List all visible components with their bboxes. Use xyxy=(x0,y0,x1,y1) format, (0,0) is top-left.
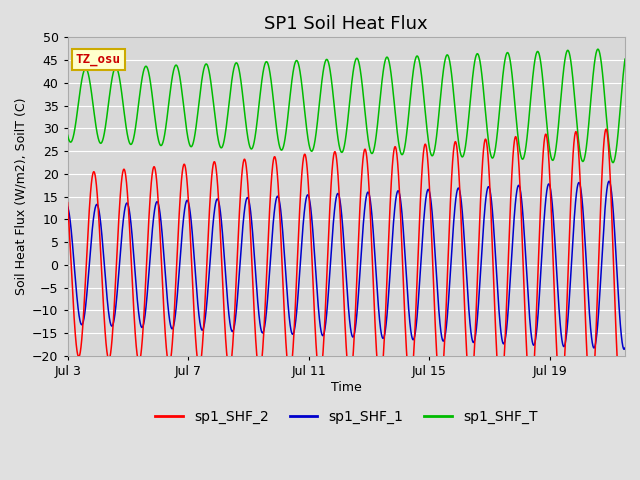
sp1_SHF_T xyxy=(92,121,99,127)
sp1_SHF_1 xyxy=(605,179,613,184)
sp1_SHF_2 xyxy=(477,192,484,197)
sp1_SHF_T xyxy=(266,67,273,72)
sp1_SHF_T xyxy=(418,74,426,80)
Line: sp1_SHF_2: sp1_SHF_2 xyxy=(68,129,625,402)
sp1_SHF_1 xyxy=(266,272,273,277)
sp1_SHF_T xyxy=(64,132,72,138)
sp1_SHF_1 xyxy=(418,246,426,252)
Title: SP1 Soil Heat Flux: SP1 Soil Heat Flux xyxy=(264,15,428,33)
sp1_SHF_1 xyxy=(92,204,99,209)
sp1_SHF_2 xyxy=(418,172,426,178)
sp1_SHF_1 xyxy=(620,347,628,352)
Text: TZ_osu: TZ_osu xyxy=(76,53,121,66)
X-axis label: Time: Time xyxy=(331,381,362,394)
Line: sp1_SHF_T: sp1_SHF_T xyxy=(68,49,625,163)
sp1_SHF_T xyxy=(609,160,617,166)
sp1_SHF_2 xyxy=(64,200,72,205)
sp1_SHF_2 xyxy=(602,126,610,132)
sp1_SHF_T xyxy=(594,46,602,52)
sp1_SHF_1 xyxy=(477,264,484,270)
sp1_SHF_2 xyxy=(266,211,273,217)
Line: sp1_SHF_1: sp1_SHF_1 xyxy=(68,181,625,349)
sp1_SHF_1 xyxy=(394,189,401,194)
sp1_SHF_2 xyxy=(621,356,629,362)
sp1_SHF_1 xyxy=(64,204,72,210)
sp1_SHF_1 xyxy=(507,271,515,276)
sp1_SHF_2 xyxy=(92,175,99,181)
sp1_SHF_T xyxy=(507,60,515,66)
sp1_SHF_T xyxy=(394,131,401,136)
Y-axis label: Soil Heat Flux (W/m2), SoilT (C): Soil Heat Flux (W/m2), SoilT (C) xyxy=(15,98,28,295)
sp1_SHF_2 xyxy=(394,157,401,163)
sp1_SHF_1 xyxy=(621,345,629,351)
sp1_SHF_T xyxy=(621,56,629,62)
Legend: sp1_SHF_2, sp1_SHF_1, sp1_SHF_T: sp1_SHF_2, sp1_SHF_1, sp1_SHF_T xyxy=(150,404,543,430)
sp1_SHF_2 xyxy=(617,399,625,405)
sp1_SHF_T xyxy=(477,64,484,70)
sp1_SHF_2 xyxy=(507,199,515,204)
